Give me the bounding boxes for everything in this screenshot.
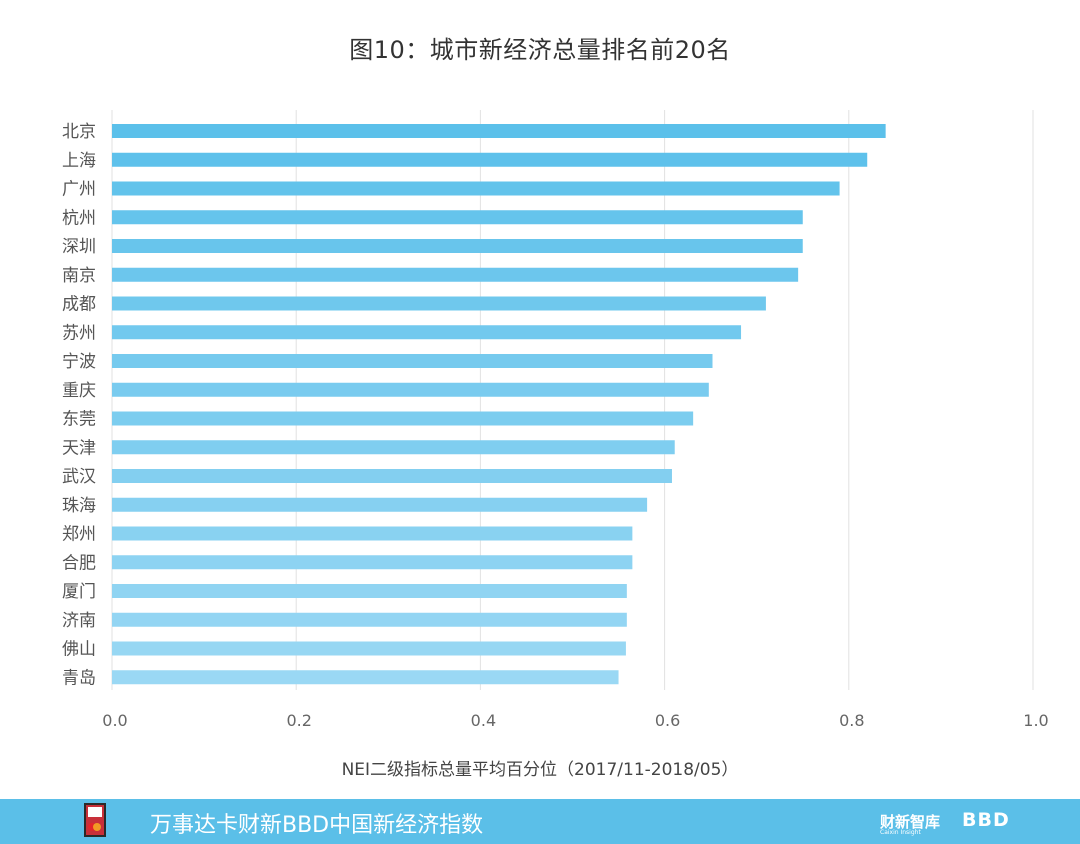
caixin-insight-logo: 财新智库 — [880, 813, 941, 831]
y-category-label: 上海 — [62, 151, 96, 171]
bar — [112, 267, 799, 282]
bar — [112, 239, 803, 253]
bar — [112, 296, 766, 311]
bar — [112, 612, 627, 627]
chart-title: 图10：城市新经济总量排名前20名 — [349, 36, 731, 64]
y-category-label: 苏州 — [62, 323, 96, 343]
x-tick-label: 1.0 — [1023, 711, 1048, 730]
y-category-label: 武汉 — [62, 467, 96, 487]
bar — [112, 124, 886, 138]
footer-brand-text: 万事达卡财新BBD中国新经济指数 — [150, 813, 484, 838]
y-category-label: 天津 — [62, 438, 96, 458]
bar — [112, 325, 742, 340]
bar-chart: 0.0 0.2 0.4 0.6 0.8 1.0 北京上海广州杭州深圳南京成都苏州宁波重庆东莞… — [62, 110, 1049, 780]
x-tick-label: 0.6 — [655, 711, 680, 730]
y-category-label: 合肥 — [62, 553, 96, 573]
bar — [112, 354, 713, 368]
y-category-label: 郑州 — [62, 525, 96, 545]
bar — [112, 440, 675, 455]
y-category-label: 青岛 — [62, 668, 96, 688]
y-category-label: 深圳 — [62, 237, 96, 257]
caixin-insight-subtitle: Caixin Insight — [880, 829, 921, 836]
y-category-label: 广州 — [62, 180, 96, 200]
nei-logo-icon — [84, 803, 106, 837]
x-tick-label: 0.4 — [471, 711, 496, 730]
y-category-label: 宁波 — [62, 352, 96, 372]
bar — [112, 641, 626, 656]
y-category-label: 佛山 — [62, 640, 96, 660]
bar — [112, 152, 868, 167]
x-tick-label: 0.2 — [286, 711, 311, 730]
y-category-label: 珠海 — [62, 496, 96, 516]
y-category-label: 厦门 — [62, 582, 96, 602]
bar — [112, 555, 633, 570]
bar — [112, 210, 803, 225]
y-category-label: 东莞 — [62, 410, 96, 430]
y-category-label: 北京 — [62, 122, 96, 142]
x-tick-label: 0.8 — [839, 711, 864, 730]
bar — [112, 411, 694, 426]
y-category-label: 成都 — [62, 295, 96, 315]
y-category-label: 杭州 — [62, 208, 96, 228]
bar — [112, 670, 619, 685]
bar — [112, 497, 648, 512]
bar — [112, 584, 627, 598]
footer-bar: 万事达卡财新BBD中国新经济指数 财新智库 Caixin Insight BBD — [0, 799, 1080, 844]
bar — [112, 526, 633, 541]
bar — [112, 181, 840, 196]
bbd-logo: BBD — [962, 809, 1010, 831]
bar — [112, 469, 672, 483]
y-category-label: 南京 — [62, 266, 96, 286]
y-category-label: 重庆 — [62, 381, 96, 401]
bar — [112, 382, 709, 397]
y-category-label: 济南 — [62, 611, 96, 631]
x-tick-label: 0.0 — [102, 711, 127, 730]
x-axis-label: NEI二级指标总量平均百分位（2017/11-2018/05） — [342, 760, 739, 780]
